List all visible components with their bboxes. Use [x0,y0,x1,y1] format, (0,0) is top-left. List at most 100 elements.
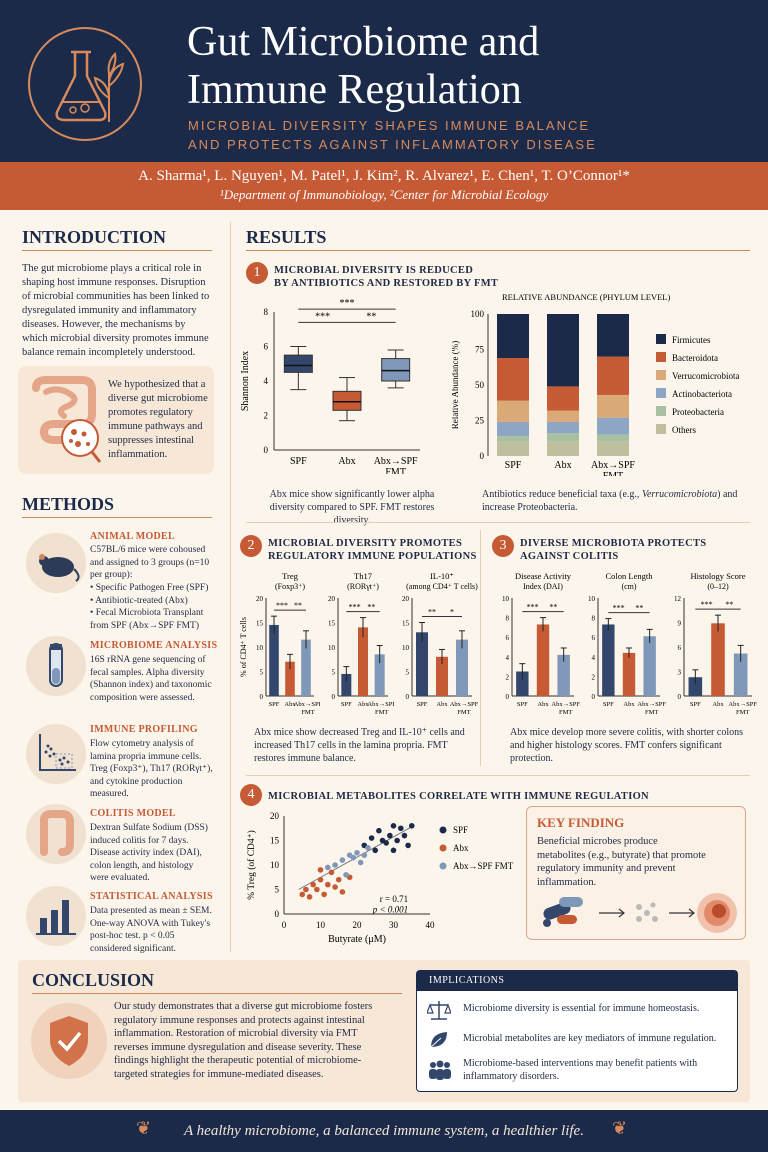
tick-label: 20 [256,595,264,603]
scatter-point [325,864,331,871]
legend-marker [439,844,447,852]
scatter-point [408,823,415,829]
key-finding-text: Beneficial microbes produce metabolites … [537,836,706,888]
colon-icon [26,804,86,864]
method-text: Data presented as mean ± SEM. One-way AN… [90,906,212,954]
mechanism-illustration [543,893,737,933]
footer: ❦ A healthy microbiome, a balanced immun… [0,1110,768,1152]
tick-label: FMT [301,709,314,716]
tick-label: 20 [270,811,280,821]
author-bar: A. Sharma¹, L. Nguyen¹, M. Patel¹, J. Ki… [0,162,768,210]
tick-label: Abx [537,701,549,708]
tick-label: 15 [328,620,336,628]
tick-label: 10 [270,860,280,870]
stacked-segment [547,386,579,411]
significance-label: *** [527,603,539,612]
bullet-item: • Specific Pathogen Free (SPF) [90,583,209,593]
hypothesis-box: We hypothesized that a diverse gut micro… [18,366,214,474]
significance-label: *** [276,601,288,610]
metabolite-icon [636,902,658,922]
panel-caption: Abx mice show decreased Treg and IL-10⁺ … [254,727,465,764]
tick-label: 4 [264,376,269,386]
panel-number: 1 [246,262,268,284]
scatter-point [387,832,393,839]
chart-subtitle: (cm) [621,582,636,591]
method-title: IMMUNE PROFILING [90,724,198,735]
immune-cell-icon [697,893,737,933]
tick-label: 20 [328,595,336,603]
stacked-segment [597,394,629,418]
significance-label: ** [725,600,733,609]
tick-label: 0 [592,693,596,701]
stacked-segment [597,417,629,435]
arrow-icon [599,908,625,918]
tick-label: Abx→SPF [551,701,580,708]
scatter-point [343,872,349,878]
tick-label: SPF [505,460,522,471]
scatter-point [339,889,346,895]
bullet-item: • Antibiotic-treated (Abx) [90,595,188,606]
scatter-point [314,886,320,893]
bar [341,673,352,696]
tick-label: Abx [712,701,724,708]
tagline: A healthy microbiome, a balanced immune … [184,1123,584,1139]
intestine-icon [32,376,102,463]
tick-label: 0 [406,693,410,701]
tick-label: SPF [269,701,280,708]
tick-label: 10 [328,644,336,652]
tick-label: 0 [506,693,510,701]
bar [285,661,295,696]
mouse-icon [26,533,86,593]
tick-label: 0 [264,445,269,455]
panel-title: MICROBIAL METABOLITES CORRELATE WITH IMM… [268,791,649,802]
scatter-point [365,845,371,851]
introduction-text: The gut microbiome plays a critical role… [22,263,210,358]
bar [374,654,385,696]
bar [416,632,428,696]
significance-label: ** [294,601,302,610]
scatter-point [339,857,346,863]
significance-label: *** [340,298,355,309]
significance-label: *** [349,603,361,612]
significance-label: ** [366,311,376,322]
tick-label: 40 [426,920,436,930]
method-text: Dextran Sulfate Sodium (DSS) induced col… [90,823,208,883]
legend-swatch [656,406,666,416]
conclusion-text: Our study demonstrates that a diverse gu… [114,1001,373,1080]
methods-heading: METHODS [22,494,115,514]
scatter-point [317,867,324,873]
significance-label: ** [549,603,557,612]
annotation: r = 0.71 [380,894,408,904]
bar [516,671,529,696]
scatter-point [321,891,327,898]
stacked-segment [597,356,629,395]
legend-swatch [656,424,666,434]
legend-swatch [656,334,666,344]
poster-header: Gut Microbiome and Immune Regulation MIC… [0,0,768,162]
tick-label: Abx [436,701,448,708]
panel-title: MICROBIAL DIVERSITY IS REDUCED BY ANTIBIO… [274,265,499,289]
legend-swatch [656,370,666,380]
method-bullets: • Specific Pathogen Free (SPF) • Antibio… [90,582,216,632]
key-finding-heading: KEY FINDING [537,815,625,830]
tick-label: Abx→SPF [374,456,418,467]
scatter-point [303,886,309,893]
tick-label: 5 [260,669,264,677]
axis-label: Shannon Index [240,351,251,411]
leaf-icon [430,1032,447,1048]
tick-label: FMT [559,709,572,716]
axis-label: Relative Abundance (%) [452,341,460,429]
legend-marker [439,826,447,834]
scatter-point [332,862,338,868]
results-heading: RESULTS [246,227,327,247]
tick-label: 8 [506,615,510,623]
chart-title: Treg [282,571,298,581]
implications-box: IMPLICATIONS Microbiome diversity is ess… [416,970,738,1092]
tick-label: 5 [332,669,336,677]
tick-label: 8 [592,615,596,623]
bar [269,624,279,696]
scatter-point [335,876,342,883]
stacked-segment [497,314,529,359]
